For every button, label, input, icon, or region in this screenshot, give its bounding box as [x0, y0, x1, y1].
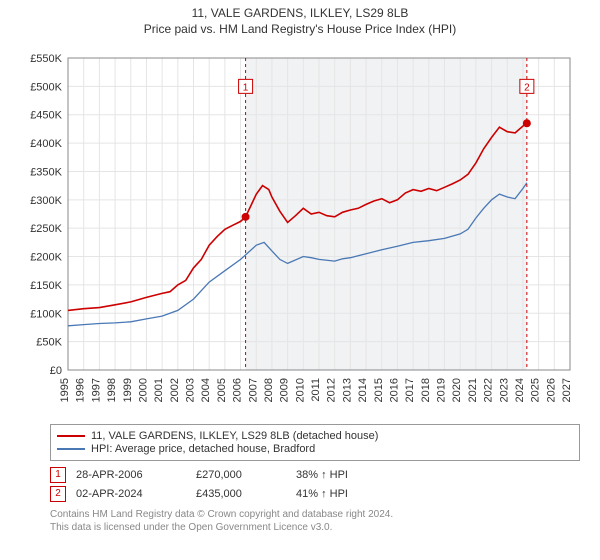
svg-text:2013: 2013: [341, 378, 353, 402]
svg-text:£200K: £200K: [30, 252, 62, 264]
svg-text:2017: 2017: [404, 378, 416, 402]
svg-text:1: 1: [243, 82, 249, 93]
legend: 11, VALE GARDENS, ILKLEY, LS29 8LB (deta…: [50, 424, 580, 461]
svg-text:£300K: £300K: [30, 195, 62, 207]
table-row: 1 28-APR-2006 £270,000 38% ↑ HPI: [50, 467, 580, 483]
page-title: 11, VALE GARDENS, ILKLEY, LS29 8LB: [0, 0, 600, 20]
svg-text:2018: 2018: [420, 378, 432, 402]
svg-text:2009: 2009: [279, 378, 291, 402]
footer-line2: This data is licensed under the Open Gov…: [50, 521, 580, 534]
table-row: 2 02-APR-2024 £435,000 41% ↑ HPI: [50, 486, 580, 502]
svg-text:2008: 2008: [263, 378, 275, 402]
svg-text:2023: 2023: [498, 378, 510, 402]
svg-text:2027: 2027: [561, 378, 573, 402]
svg-text:2020: 2020: [451, 378, 463, 402]
tx-marker-2: 2: [50, 486, 66, 502]
svg-text:2015: 2015: [373, 378, 385, 402]
legend-row-property: 11, VALE GARDENS, ILKLEY, LS29 8LB (deta…: [57, 430, 573, 442]
svg-text:2007: 2007: [247, 378, 259, 402]
svg-text:2022: 2022: [483, 378, 495, 402]
svg-text:2: 2: [524, 82, 530, 93]
svg-text:1997: 1997: [90, 378, 102, 402]
tx-diff-2: 41% ↑ HPI: [296, 488, 416, 500]
page-subtitle: Price paid vs. HM Land Registry's House …: [0, 20, 600, 40]
legend-label-hpi: HPI: Average price, detached house, Brad…: [91, 443, 315, 455]
legend-row-hpi: HPI: Average price, detached house, Brad…: [57, 443, 573, 455]
line-chart: £0 £50K £100K £150K £200K £250K £300K £350K £400…: [20, 40, 580, 420]
svg-text:1998: 1998: [106, 378, 118, 402]
svg-text:2014: 2014: [357, 378, 369, 402]
svg-text:1996: 1996: [75, 378, 87, 402]
transaction-table: 1 28-APR-2006 £270,000 38% ↑ HPI 2 02-AP…: [50, 467, 580, 502]
tx-price-2: £435,000: [196, 488, 296, 500]
svg-text:£250K: £250K: [30, 223, 62, 235]
svg-text:£450K: £450K: [30, 110, 62, 122]
tx-date-2: 02-APR-2024: [76, 488, 196, 500]
svg-text:2021: 2021: [467, 378, 479, 402]
svg-text:2006: 2006: [232, 378, 244, 402]
legend-swatch-property: [57, 435, 85, 437]
tx-price-1: £270,000: [196, 469, 296, 481]
svg-text:£100K: £100K: [30, 308, 62, 320]
svg-text:2025: 2025: [530, 378, 542, 402]
tx-marker-1: 1: [50, 467, 66, 483]
svg-text:2019: 2019: [436, 378, 448, 402]
svg-text:2003: 2003: [185, 378, 197, 402]
svg-text:2012: 2012: [326, 378, 338, 402]
svg-text:2001: 2001: [153, 378, 165, 402]
svg-text:£0: £0: [50, 365, 62, 377]
svg-text:£400K: £400K: [30, 138, 62, 150]
legend-label-property: 11, VALE GARDENS, ILKLEY, LS29 8LB (deta…: [91, 430, 378, 442]
svg-text:1999: 1999: [122, 378, 134, 402]
svg-text:2024: 2024: [514, 378, 526, 402]
svg-text:£500K: £500K: [30, 81, 62, 93]
svg-text:2000: 2000: [137, 378, 149, 402]
svg-text:1995: 1995: [59, 378, 71, 402]
svg-text:2010: 2010: [294, 378, 306, 402]
footer-line1: Contains HM Land Registry data © Crown c…: [50, 508, 580, 521]
legend-swatch-hpi: [57, 448, 85, 450]
svg-text:£550K: £550K: [30, 53, 62, 65]
chart-area: £0 £50K £100K £150K £200K £250K £300K £350K £400…: [20, 40, 580, 420]
svg-text:2026: 2026: [545, 378, 557, 402]
svg-text:£350K: £350K: [30, 166, 62, 178]
svg-text:2002: 2002: [169, 378, 181, 402]
svg-text:2016: 2016: [388, 378, 400, 402]
svg-text:2004: 2004: [200, 378, 212, 402]
svg-text:2011: 2011: [310, 378, 322, 402]
svg-text:£150K: £150K: [30, 280, 62, 292]
tx-date-1: 28-APR-2006: [76, 469, 196, 481]
svg-text:2005: 2005: [216, 378, 228, 402]
chart-container: 11, VALE GARDENS, ILKLEY, LS29 8LB Price…: [0, 0, 600, 560]
tx-diff-1: 38% ↑ HPI: [296, 469, 416, 481]
svg-text:£50K: £50K: [36, 337, 62, 349]
footer: Contains HM Land Registry data © Crown c…: [50, 508, 580, 534]
